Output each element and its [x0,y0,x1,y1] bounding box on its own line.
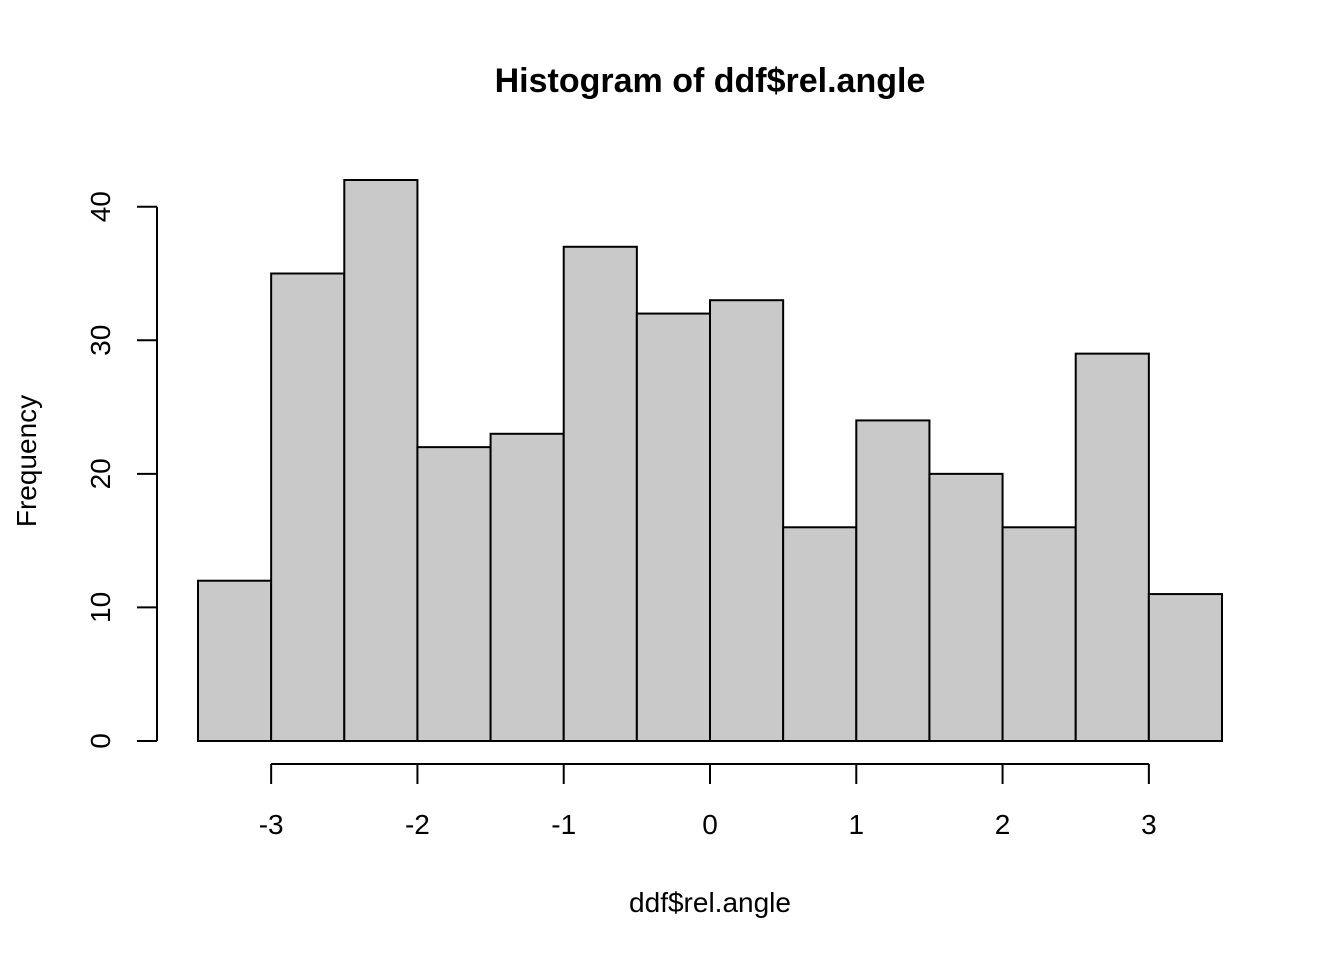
histogram-bar [489,432,565,742]
bars-group [197,179,1224,743]
x-tick-label: 3 [1141,809,1157,840]
histogram-bar [270,272,346,742]
histogram-bar [343,179,419,742]
histogram-bar [1147,593,1224,742]
histogram-bar [1001,526,1077,742]
y-tick-label: 0 [85,733,116,749]
y-tick-label: 20 [85,458,116,489]
x-tick-label: -3 [259,809,284,840]
histogram-bar [416,446,492,742]
histogram-bar [928,472,1004,742]
histogram-bar [562,245,638,743]
histogram-bar [709,299,785,742]
x-tick-label: -2 [405,809,430,840]
y-axis: 0 10 20 30 40 [85,191,158,749]
y-tick-label: 30 [85,325,116,356]
x-axis-label: ddf$rel.angle [629,887,791,918]
y-tick-label: 10 [85,592,116,623]
histogram-bar [1074,352,1150,742]
chart-title: Histogram of ddf$rel.angle [495,62,926,100]
y-tick-label: 40 [85,191,116,222]
x-tick-label: -1 [551,809,576,840]
histogram-bar [197,579,273,743]
y-axis-label: Frequency [11,395,42,527]
histogram-bar [782,526,858,742]
x-tick-label: 1 [848,809,864,840]
x-tick-label: 2 [995,809,1011,840]
histogram-bar [855,419,931,742]
histogram-bar [635,312,711,742]
x-axis: -3 -2 -1 0 1 2 3 [259,763,1157,840]
x-tick-label: 0 [702,809,718,840]
